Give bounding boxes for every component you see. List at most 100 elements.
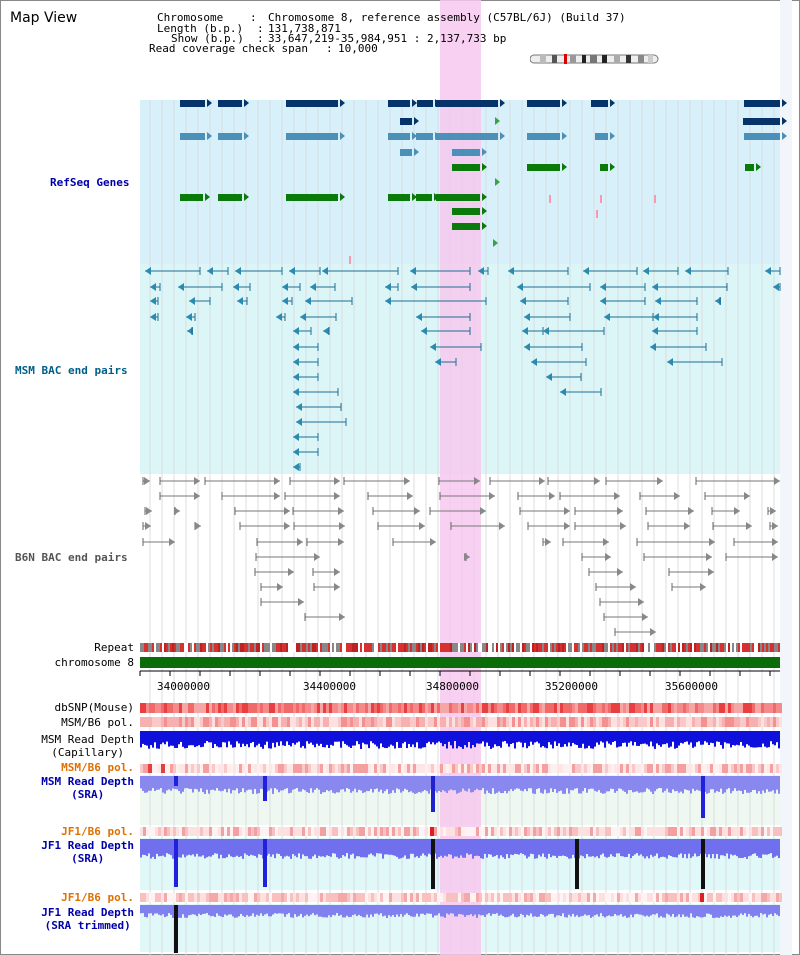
dbsnp-band [350, 703, 353, 713]
read-depth-bar [248, 839, 250, 857]
repeat-segment [304, 643, 306, 652]
read-depth-bar [410, 839, 412, 854]
read-depth-bar [494, 905, 496, 914]
read-depth-bar [606, 905, 608, 917]
read-depth-bar [150, 731, 152, 746]
msm-bac-label[interactable]: MSM BAC end pairs [15, 364, 128, 377]
read-depth-bar [246, 776, 248, 791]
pol-band [665, 893, 668, 902]
read-depth-bar [534, 731, 536, 743]
pol-band [239, 893, 242, 902]
repeat-segment [248, 643, 250, 652]
repeat-segment [432, 643, 434, 652]
pol-band [509, 827, 512, 836]
read-depth-spike [263, 776, 267, 801]
dbsnp-band [569, 703, 572, 713]
bac-end-marker [282, 297, 288, 305]
read-depth-bar [772, 905, 774, 917]
pol-band [218, 827, 221, 836]
read-depth-bar [266, 731, 268, 742]
pol-band [278, 827, 281, 836]
pol-band [311, 893, 314, 902]
pol-band [158, 764, 161, 773]
read-depth-bar [402, 839, 404, 858]
read-depth-bar [606, 731, 608, 742]
read-depth-bar [254, 731, 256, 748]
repeat-segment [386, 643, 388, 652]
refseq-genes-label[interactable]: RefSeq Genes [50, 176, 130, 189]
pol-band [488, 827, 491, 836]
repeat-segment [224, 643, 226, 652]
repeat-segment [506, 643, 508, 652]
read-depth-bar [644, 839, 646, 859]
pol-band [254, 717, 257, 727]
pol-band [284, 764, 287, 773]
repeat-segment [266, 643, 268, 652]
read-depth-bar [454, 839, 456, 857]
dbsnp-band [302, 703, 305, 713]
repeat-segment [334, 643, 336, 652]
bac-end-marker [150, 313, 156, 321]
read-depth-bar [228, 839, 230, 855]
pol-band [509, 764, 512, 773]
read-depth-bar [366, 731, 368, 745]
pol-band [689, 827, 692, 836]
read-depth-bar [418, 839, 420, 858]
pol-band [476, 827, 479, 836]
read-depth-bar [146, 839, 148, 857]
chromosome-ideogram[interactable] [530, 53, 660, 65]
read-depth-bar [690, 776, 692, 794]
read-depth-bar [594, 839, 596, 858]
pol-band [371, 764, 374, 773]
repeat-segment [356, 643, 358, 652]
pol-band [566, 893, 569, 902]
read-depth-bar [518, 776, 520, 789]
pol-band [317, 827, 320, 836]
read-depth-bar [762, 731, 764, 744]
read-depth-bar [556, 731, 558, 746]
pol-band [326, 717, 329, 727]
read-depth-bar [212, 905, 214, 916]
read-depth-bar [320, 839, 322, 857]
repeat-segment [484, 643, 486, 652]
read-depth-bar [350, 905, 352, 917]
pol-band [575, 717, 578, 727]
read-depth-bar [622, 731, 624, 743]
read-depth-bar [182, 905, 184, 915]
pol-band [365, 717, 368, 727]
read-depth-bar [578, 905, 580, 918]
pol-band [686, 764, 689, 773]
read-depth-bar [606, 776, 608, 792]
read-depth-bar [474, 731, 476, 748]
read-depth-bar [524, 731, 526, 743]
read-depth-bar [508, 839, 510, 859]
pol-band [689, 893, 692, 902]
pol-band [491, 717, 494, 727]
pol-band [215, 893, 218, 902]
read-depth-bar [312, 776, 314, 793]
pol-band [380, 717, 383, 727]
pol-band [509, 717, 512, 727]
pol-band [494, 717, 497, 727]
b6n-bac-label[interactable]: B6N BAC end pairs [15, 551, 128, 564]
read-depth-bar [276, 905, 278, 914]
bac-end-marker [650, 628, 656, 636]
pol-band [590, 717, 593, 727]
read-depth-bar [718, 776, 720, 792]
gene-feature [745, 164, 754, 171]
read-depth-bar [480, 731, 482, 744]
read-depth-bar [150, 905, 152, 914]
read-depth-bar [484, 839, 486, 854]
repeat-segment [604, 643, 606, 652]
repeat-segment [226, 643, 228, 652]
dbsnp-band [572, 703, 575, 713]
dbsnp-band [194, 703, 197, 713]
read-depth-bar [188, 776, 190, 789]
read-depth-bar [470, 731, 472, 749]
read-depth-bar [526, 731, 528, 749]
repeat-segment [156, 643, 158, 652]
repeat-segment [688, 643, 690, 652]
pol-band [287, 717, 290, 727]
pol-band [401, 717, 404, 727]
pol-band [611, 717, 614, 727]
